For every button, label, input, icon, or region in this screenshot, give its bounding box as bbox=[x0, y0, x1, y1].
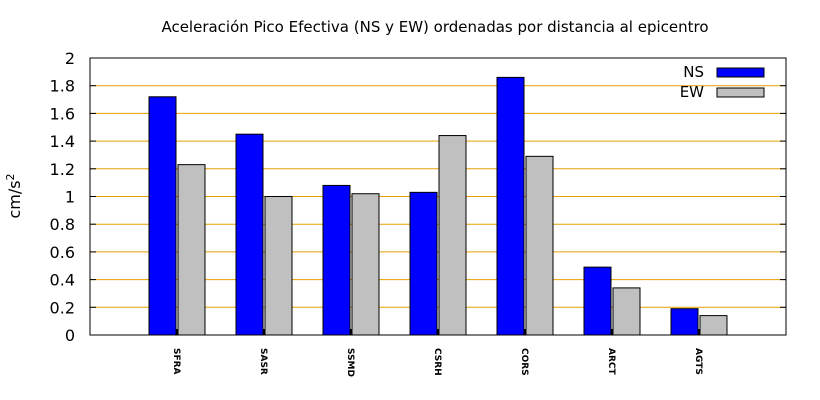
grid-lines bbox=[90, 57, 786, 336]
legend-label-ew: EW bbox=[680, 83, 704, 101]
bar-ns-sasr bbox=[235, 133, 264, 336]
x-tick-label: CSRH bbox=[432, 348, 442, 376]
bar-ns-agts bbox=[670, 308, 699, 336]
legend-swatch-ns bbox=[716, 67, 765, 78]
bar-ew-csrh bbox=[438, 135, 467, 336]
bar-ns-arct bbox=[583, 266, 612, 336]
bar-ns-csrh bbox=[409, 191, 438, 336]
x-tick-label: SFRA bbox=[171, 348, 181, 375]
bar-ew-ssmd bbox=[351, 193, 380, 336]
bar-ns-sfra bbox=[148, 96, 177, 336]
x-tick-label: CORS bbox=[519, 348, 529, 376]
y-tick-label: 0 bbox=[65, 326, 75, 345]
x-tick-label: SSMD bbox=[345, 348, 355, 377]
x-tick-label: SASR bbox=[258, 348, 268, 375]
plot-frame bbox=[89, 57, 787, 336]
y-tick-label: 0.8 bbox=[50, 215, 75, 234]
x-tick-label: ARCT bbox=[606, 348, 616, 376]
y-tick-label: 0.6 bbox=[50, 243, 75, 262]
bar-ew-arct bbox=[612, 287, 641, 336]
legend-swatch-ew bbox=[716, 87, 765, 98]
bars bbox=[148, 76, 728, 336]
chart-title: Aceleración Pico Efectiva (NS y EW) orde… bbox=[161, 18, 708, 36]
legend-label-ns: NS bbox=[683, 63, 704, 81]
y-tick-label: 1.6 bbox=[50, 104, 75, 123]
legend: NS EW bbox=[680, 63, 765, 101]
bar-ew-sasr bbox=[264, 196, 293, 336]
bar-ew-cors bbox=[525, 155, 554, 336]
y-tick-label: 1.8 bbox=[50, 77, 75, 96]
bar-ew-sfra bbox=[177, 164, 206, 336]
bar-ns-cors bbox=[496, 76, 525, 336]
y-tick-label: 0.2 bbox=[50, 298, 75, 317]
y-axis-label-superscript: 2 bbox=[4, 173, 17, 180]
category-labels: SFRA SASR SSMD CSRH CORS ARCT AGTS bbox=[171, 329, 703, 377]
x-tick-label: AGTS bbox=[693, 348, 703, 375]
y-tick-label: 1.2 bbox=[50, 160, 75, 179]
y-axis-label-text: cm/s bbox=[5, 180, 24, 218]
y-tick-label: 1 bbox=[65, 188, 75, 207]
y-tick-label: 1.4 bbox=[50, 132, 75, 151]
y-axis-label: cm/s2 bbox=[4, 173, 24, 218]
y-tick-labels: 0 0.2 0.4 0.6 0.8 1 1.2 1.4 1.6 1.8 2 bbox=[50, 49, 75, 345]
y-tick-label: 0.4 bbox=[50, 271, 75, 290]
bar-ew-agts bbox=[699, 315, 728, 336]
y-tick-label: 2 bbox=[65, 49, 75, 68]
bar-ns-ssmd bbox=[322, 184, 351, 336]
